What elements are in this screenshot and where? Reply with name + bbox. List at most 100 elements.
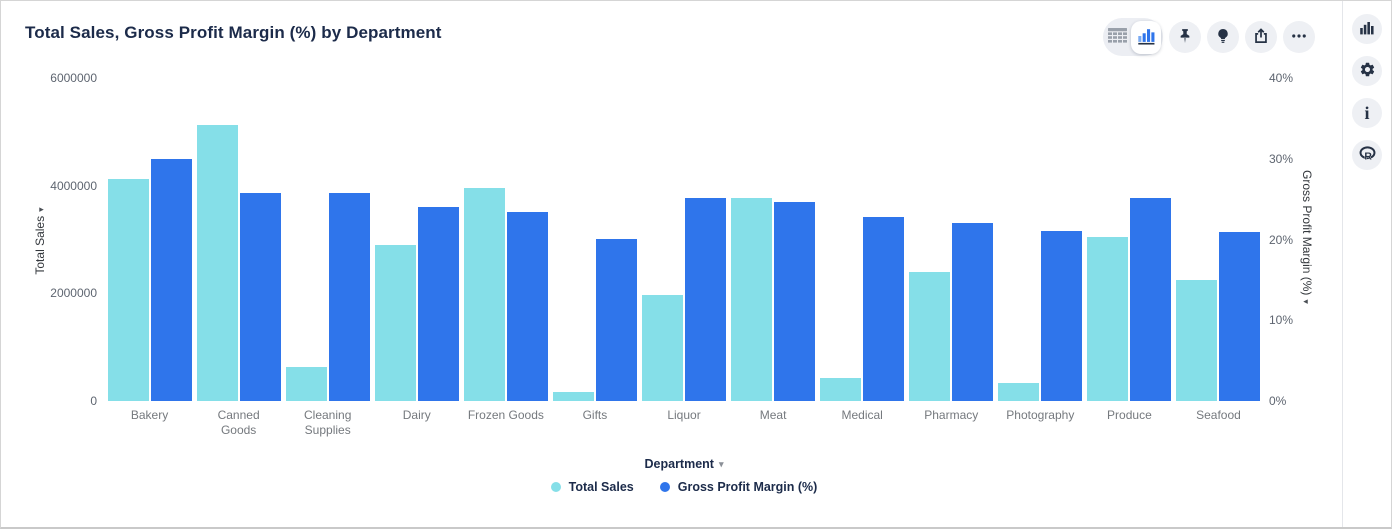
x-label-cleaning-supplies: Cleaning Supplies [304,408,352,437]
bar-gross-profit-margin-frozen-goods[interactable] [506,212,548,401]
chart-toolbar [1103,18,1315,56]
ellipsis-icon [1290,27,1308,48]
bar-total-sales-frozen-goods[interactable] [463,188,505,401]
x-label-seafood: Seafood [1196,408,1241,422]
table-view-icon [1108,27,1128,47]
bar-gross-profit-margin-produce[interactable] [1130,198,1172,401]
left-axis-title-text: Total Sales [33,215,47,275]
bar-gross-profit-margin-cleaning-supplies[interactable] [328,193,370,401]
chart-view-button[interactable] [1130,20,1161,54]
right-rail: i R [1342,1,1391,527]
bar-chart-icon [1359,20,1375,39]
x-axis-title[interactable]: Department ▾ [105,457,1263,471]
bar-total-sales-cleaning-supplies[interactable] [285,367,327,401]
bar-gross-profit-margin-gifts[interactable] [595,239,637,401]
settings-button[interactable] [1352,56,1382,86]
export-button[interactable] [1245,21,1277,53]
chart-legend: Total Sales Gross Profit Margin (%) [105,480,1263,494]
bar-group-photography [996,78,1085,401]
legend-item-total-sales[interactable]: Total Sales [550,480,634,494]
x-axis-labels: Bakery Canned Goods Cleaning Supplies Dairy… [105,408,1263,438]
gear-icon [1359,61,1376,81]
axis-tick: 2000000 [50,286,97,301]
x-label-meat: Meat [759,408,787,422]
r-logo-button[interactable]: R [1352,140,1382,170]
axis-tick: 10% [1269,313,1294,328]
x-label-dairy: Dairy [402,408,431,422]
bar-total-sales-canned-goods[interactable] [196,125,238,401]
axis-tick: 30% [1269,151,1294,166]
x-label-produce: Produce [1107,408,1152,422]
bar-gross-profit-margin-photography[interactable] [1041,231,1083,401]
right-axis-title[interactable]: Gross Profit Margin (%)◂ [1300,170,1314,307]
lightbulb-button[interactable] [1207,21,1239,53]
legend-item-gross-profit-margin[interactable]: Gross Profit Margin (%) [659,480,818,494]
x-label-pharmacy: Pharmacy [924,408,979,422]
chart-view-icon [1136,26,1156,49]
table-view-button[interactable] [1105,20,1131,54]
bar-gross-profit-margin-liquor[interactable] [685,198,726,401]
axis-tick: 0% [1269,394,1287,408]
bar-gross-profit-margin-medical[interactable] [863,217,905,401]
bar-group-seafood [1174,78,1263,401]
bar-group-produce [1085,78,1174,401]
bar-total-sales-produce[interactable] [1087,237,1129,401]
bar-total-sales-pharmacy[interactable] [909,272,951,401]
view-toggle [1103,18,1163,56]
export-icon [1252,27,1270,48]
x-label-liquor: Liquor [667,408,701,422]
left-axis-ticks: 0 2000000 4000000 6000000 [1,71,97,408]
bar-gross-profit-margin-bakery[interactable] [150,159,192,401]
bar-gross-profit-margin-pharmacy[interactable] [952,223,994,401]
bar-total-sales-gifts[interactable] [552,392,594,401]
x-label-gifts: Gifts [582,408,608,422]
bar-group-medical [818,78,907,401]
chart-panel-button[interactable] [1352,14,1382,44]
bar-group-bakery [105,78,194,401]
pin-button[interactable] [1169,21,1201,53]
more-options-button[interactable] [1283,21,1315,53]
x-label-photography: Photography [1006,408,1075,422]
info-icon: i [1364,103,1370,123]
bar-group-liquor [639,78,728,401]
bar-group-pharmacy [907,78,996,401]
bar-gross-profit-margin-canned-goods[interactable] [239,193,281,401]
bar-gross-profit-margin-seafood[interactable] [1219,232,1261,401]
pin-icon [1176,27,1194,48]
bar-group-dairy [372,78,461,401]
chevron-down-icon: ▾ [718,459,724,469]
bar-total-sales-meat[interactable] [731,198,773,401]
bar-group-canned-goods [194,78,283,401]
x-axis-title-text: Department [644,457,714,471]
legend-label: Total Sales [568,480,634,494]
axis-tick: 0 [90,394,97,408]
axis-tick: 40% [1269,71,1294,85]
bar-gross-profit-margin-dairy[interactable] [417,207,459,401]
bar-total-sales-medical[interactable] [820,378,862,401]
bar-total-sales-seafood[interactable] [1176,280,1218,401]
x-label-canned-goods: Canned Goods [217,408,260,437]
lightbulb-icon [1214,27,1232,48]
bar-group-frozen-goods [461,78,550,401]
bar-total-sales-dairy[interactable] [374,245,416,401]
bar-total-sales-bakery[interactable] [107,179,149,401]
axis-tick: 4000000 [50,178,97,193]
bar-gross-profit-margin-meat[interactable] [774,202,816,401]
legend-label: Gross Profit Margin (%) [677,480,818,494]
plot-area [105,78,1263,401]
x-label-medical: Medical [841,408,883,422]
bar-group-meat [729,78,818,401]
sort-arrow-icon: ◂ [1303,296,1308,307]
bar-total-sales-liquor[interactable] [642,295,683,401]
svg-text:R: R [1364,151,1372,162]
left-axis-title[interactable]: Total Sales▸ [33,204,47,275]
info-button[interactable]: i [1352,98,1382,128]
bar-total-sales-photography[interactable] [998,383,1040,401]
chart-card: Total Sales, Gross Profit Margin (%) by … [1,1,1342,527]
total-sales-swatch [550,482,561,492]
sort-arrow-icon: ▸ [39,204,44,215]
right-axis-ticks: 0% 10% 20% 30% 40% [1269,71,1329,408]
axis-tick: 6000000 [50,71,97,85]
x-label-bakery: Bakery [130,408,169,422]
